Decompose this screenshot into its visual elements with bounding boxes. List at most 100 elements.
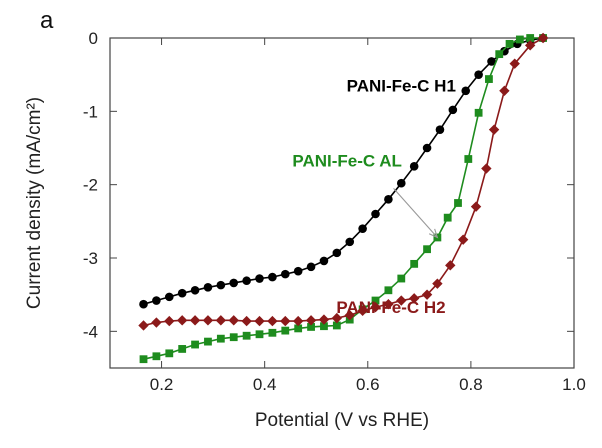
series-layer — [138, 32, 549, 364]
data-point — [422, 143, 432, 153]
data-point — [331, 312, 343, 324]
data-point — [139, 299, 148, 309]
data-point — [505, 39, 514, 48]
data-point — [203, 283, 213, 292]
x-tick-label: 0.8 — [459, 375, 483, 394]
annotation-arrow-head — [428, 228, 439, 239]
data-point — [268, 328, 277, 337]
data-point — [537, 32, 549, 44]
data-point — [485, 75, 493, 83]
data-point — [495, 50, 504, 59]
data-point — [464, 155, 473, 163]
data-point — [307, 323, 315, 331]
data-point — [318, 314, 330, 325]
data-point — [281, 326, 290, 335]
data-point — [457, 234, 469, 245]
data-point — [370, 301, 381, 313]
data-point — [423, 245, 431, 254]
data-point — [229, 278, 239, 288]
data-point — [524, 40, 536, 51]
data-point — [371, 209, 380, 219]
data-point — [474, 70, 483, 79]
data-point — [345, 237, 355, 247]
data-point — [241, 315, 252, 327]
data-point — [421, 289, 433, 300]
data-point — [443, 213, 452, 222]
x-tick-label: 0.2 — [150, 375, 174, 394]
data-point — [305, 315, 317, 326]
y-axis-title: Current density (mA/cm²) — [24, 97, 45, 309]
panel-label: a — [40, 7, 54, 34]
data-point — [190, 285, 200, 295]
data-point — [177, 288, 187, 298]
data-point — [461, 86, 471, 96]
data-point — [176, 315, 188, 326]
data-point — [280, 315, 291, 327]
series-label: PANI-Fe-C H2 — [336, 298, 445, 317]
data-point — [397, 274, 406, 283]
data-point — [454, 199, 462, 207]
data-point — [189, 315, 201, 326]
y-tick-label: -3 — [83, 249, 98, 268]
data-point — [139, 355, 148, 364]
label-layer: PANI-Fe-C H1 PANI-Fe-C AL PANI-Fe-C H2 — [292, 77, 456, 317]
data-point — [165, 349, 174, 358]
data-point — [216, 280, 226, 290]
data-point — [526, 34, 535, 42]
series-label: PANI-Fe-C AL — [292, 151, 402, 170]
data-point — [255, 330, 264, 339]
data-point — [152, 352, 161, 361]
series-pani-fe-c-h2 — [138, 32, 549, 331]
data-point — [228, 315, 239, 326]
x-tick-label: 0.6 — [356, 375, 380, 394]
data-point — [215, 315, 227, 326]
data-point — [509, 58, 520, 69]
data-point — [344, 310, 355, 321]
data-point — [357, 305, 368, 316]
data-point — [152, 296, 161, 305]
data-point — [432, 278, 443, 289]
plot-frame — [109, 37, 575, 369]
data-point — [138, 320, 149, 331]
data-point — [242, 276, 251, 286]
data-point — [294, 324, 303, 333]
y-tick-label: -4 — [83, 322, 98, 341]
data-point — [435, 125, 445, 134]
data-point — [164, 292, 174, 302]
data-point — [164, 315, 175, 327]
x-tick-label: 0.4 — [253, 375, 277, 394]
data-point — [384, 286, 393, 295]
data-point — [448, 105, 458, 115]
x-axis: 0.2 0.4 0.6 0.8 1.0 — [150, 38, 586, 394]
data-point — [499, 85, 510, 96]
data-point — [191, 340, 199, 349]
data-point — [151, 317, 162, 328]
data-point — [481, 163, 492, 174]
data-point — [319, 256, 329, 266]
series-pani-fe-c-al — [139, 34, 547, 364]
data-point — [332, 248, 342, 258]
data-point — [474, 108, 483, 117]
data-point — [470, 201, 482, 212]
x-axis-title: Potential (V vs RHE) — [255, 410, 429, 431]
data-point — [306, 262, 316, 272]
data-point — [408, 293, 420, 304]
data-point — [396, 178, 406, 188]
data-point — [332, 321, 341, 330]
data-point — [293, 266, 303, 276]
series-line — [143, 37, 544, 305]
series-line — [143, 37, 544, 360]
annotation-arrow-line — [393, 187, 438, 238]
data-point — [229, 333, 238, 342]
data-point — [292, 315, 304, 327]
data-point — [409, 162, 419, 171]
data-point — [267, 315, 278, 327]
data-point — [216, 334, 225, 343]
data-point — [383, 299, 394, 310]
data-point — [384, 195, 393, 204]
y-tick-label: -1 — [83, 102, 98, 121]
data-point — [254, 315, 265, 327]
series-label: PANI-Fe-C H1 — [347, 77, 456, 96]
data-point — [396, 295, 407, 306]
